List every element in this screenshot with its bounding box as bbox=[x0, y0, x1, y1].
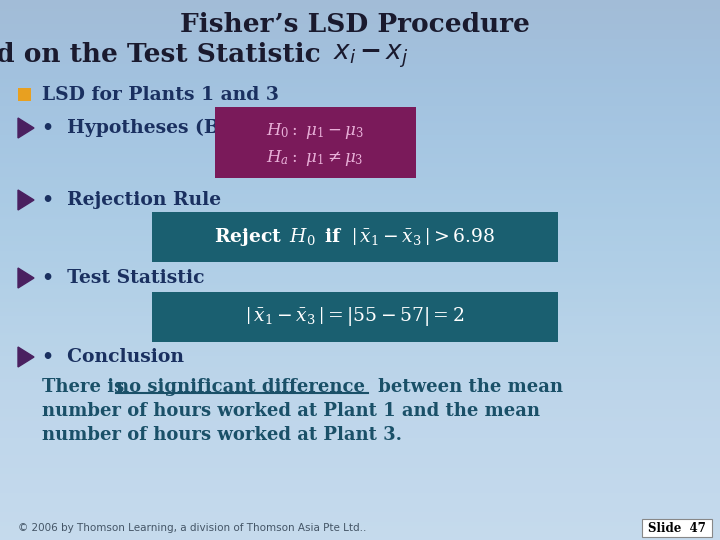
Polygon shape bbox=[18, 268, 34, 288]
Text: There is: There is bbox=[42, 378, 130, 396]
Text: Based on the Test Statistic: Based on the Test Statistic bbox=[0, 43, 330, 68]
Polygon shape bbox=[18, 190, 34, 210]
Text: © 2006 by Thomson Learning, a division of Thomson Asia Pte Ltd..: © 2006 by Thomson Learning, a division o… bbox=[18, 523, 366, 533]
Text: $H_a :\ \mu_1 \neq \mu_3$: $H_a :\ \mu_1 \neq \mu_3$ bbox=[266, 148, 364, 168]
Text: number of hours worked at Plant 3.: number of hours worked at Plant 3. bbox=[42, 426, 402, 444]
Text: Slide  47: Slide 47 bbox=[648, 522, 706, 535]
FancyBboxPatch shape bbox=[642, 519, 712, 537]
Text: •  Hypotheses (B): • Hypotheses (B) bbox=[42, 119, 228, 137]
Text: •  Rejection Rule: • Rejection Rule bbox=[42, 191, 221, 209]
Text: $H_0 :\ \mu_1 - \mu_3$: $H_0 :\ \mu_1 - \mu_3$ bbox=[266, 121, 364, 141]
Text: no significant difference: no significant difference bbox=[116, 378, 365, 396]
Text: $\mathit{x}_i\,\mathbf{-}\,\mathit{x}_j$: $\mathit{x}_i\,\mathbf{-}\,\mathit{x}_j$ bbox=[333, 42, 408, 70]
Text: $\left|\,\bar{x}_1 - \bar{x}_3\,\right| = |55 - 57| = 2$: $\left|\,\bar{x}_1 - \bar{x}_3\,\right| … bbox=[246, 306, 464, 328]
Text: number of hours worked at Plant 1 and the mean: number of hours worked at Plant 1 and th… bbox=[42, 402, 540, 420]
Text: between the mean: between the mean bbox=[372, 378, 563, 396]
Text: Reject $\,H_0\,$ if $\;\left|\,\bar{x}_1 - \bar{x}_3\,\right| > 6.98$: Reject $\,H_0\,$ if $\;\left|\,\bar{x}_1… bbox=[215, 226, 495, 248]
Polygon shape bbox=[18, 118, 34, 138]
FancyBboxPatch shape bbox=[152, 292, 558, 342]
Text: •  Conclusion: • Conclusion bbox=[42, 348, 184, 366]
Text: •  Test Statistic: • Test Statistic bbox=[42, 269, 204, 287]
FancyBboxPatch shape bbox=[152, 212, 558, 262]
Text: Fisher’s LSD Procedure: Fisher’s LSD Procedure bbox=[180, 12, 530, 37]
Polygon shape bbox=[18, 347, 34, 367]
FancyBboxPatch shape bbox=[18, 88, 31, 101]
Text: LSD for Plants 1 and 3: LSD for Plants 1 and 3 bbox=[42, 86, 279, 104]
FancyBboxPatch shape bbox=[215, 107, 416, 178]
